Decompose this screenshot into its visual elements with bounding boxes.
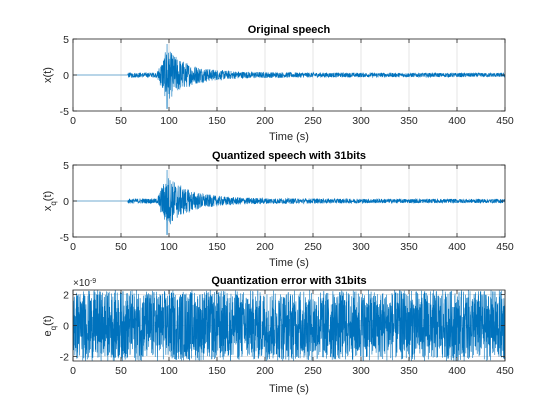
- x-tick-label: 300: [352, 365, 370, 377]
- x-tick-label: 300: [352, 241, 370, 253]
- x-tick-label: 100: [160, 365, 178, 377]
- x-tick-label: 0: [70, 115, 76, 127]
- y-tick-label: 0: [63, 321, 69, 333]
- x-axis-label: Time (s): [269, 383, 309, 395]
- x-tick-label: 150: [208, 365, 226, 377]
- x-tick-label: 450: [496, 115, 514, 127]
- x-tick-label: 350: [400, 365, 418, 377]
- x-tick-label: 400: [448, 241, 466, 253]
- x-tick-label: 250: [304, 365, 322, 377]
- x-axis-label: Time (s): [269, 131, 309, 143]
- x-tick-label: 200: [256, 241, 274, 253]
- series-line: [73, 44, 505, 109]
- subplot-quantization-error: Quantization error with 31bits 0 50 100 150…: [42, 275, 514, 395]
- x-tick-label: 200: [256, 115, 274, 127]
- y-tick-label: 0: [63, 196, 69, 208]
- x-tick-label: 100: [160, 241, 178, 253]
- plot-area: 0 50 100 150 200 250 300 350 400 450-202: [60, 289, 514, 377]
- x-tick-label: 450: [496, 241, 514, 253]
- y-tick-label: 5: [63, 34, 69, 46]
- x-tick-label: 50: [115, 115, 127, 127]
- x-tick-label: 150: [208, 241, 226, 253]
- y-tick-label: -5: [60, 232, 69, 244]
- x-tick-label: 350: [400, 241, 418, 253]
- x-axis-label: Time (s): [269, 257, 309, 269]
- subplot-original-speech: Original speech 0 50 100 150 200 250 300 350 400…: [42, 24, 514, 143]
- y-tick-label: -5: [60, 106, 69, 118]
- x-tick-label: 400: [448, 115, 466, 127]
- x-tick-label: 50: [115, 365, 127, 377]
- x-tick-label: 0: [70, 241, 76, 253]
- x-tick-label: 150: [208, 115, 226, 127]
- x-tick-label: 50: [115, 241, 127, 253]
- y-axis-label: xq(t): [42, 191, 58, 211]
- x-tick-label: 300: [352, 115, 370, 127]
- y-axis-label: x(t): [42, 67, 54, 83]
- x-tick-label: 350: [400, 115, 418, 127]
- chart-title: Quantization error with 31bits: [211, 275, 366, 287]
- series-line: [73, 290, 505, 361]
- plot-area: 0 50 100 150 200 250 300 350 400 450-505: [60, 34, 514, 127]
- x-tick-label: 250: [304, 241, 322, 253]
- chart-title: Original speech: [248, 24, 331, 36]
- x-tick-label: 400: [448, 365, 466, 377]
- series-line: [73, 170, 505, 235]
- x-tick-label: 250: [304, 115, 322, 127]
- y-tick-label: 2: [63, 290, 69, 302]
- x-tick-label: 200: [256, 365, 274, 377]
- y-axis-exponent: ×10-9: [73, 278, 96, 290]
- y-tick-label: 5: [63, 160, 69, 172]
- plot-area: 0 50 100 150 200 250 300 350 400 450-505: [60, 160, 514, 253]
- y-tick-label: -2: [60, 351, 69, 363]
- x-tick-label: 450: [496, 365, 514, 377]
- y-axis-label: eq(t): [42, 316, 58, 337]
- subplot-quantized-speech: Quantized speech with 31bits 0 50 100 150 20…: [42, 150, 514, 269]
- chart-title: Quantized speech with 31bits: [212, 150, 366, 162]
- x-tick-label: 0: [70, 365, 76, 377]
- x-tick-label: 100: [160, 115, 178, 127]
- y-tick-label: 0: [63, 70, 69, 82]
